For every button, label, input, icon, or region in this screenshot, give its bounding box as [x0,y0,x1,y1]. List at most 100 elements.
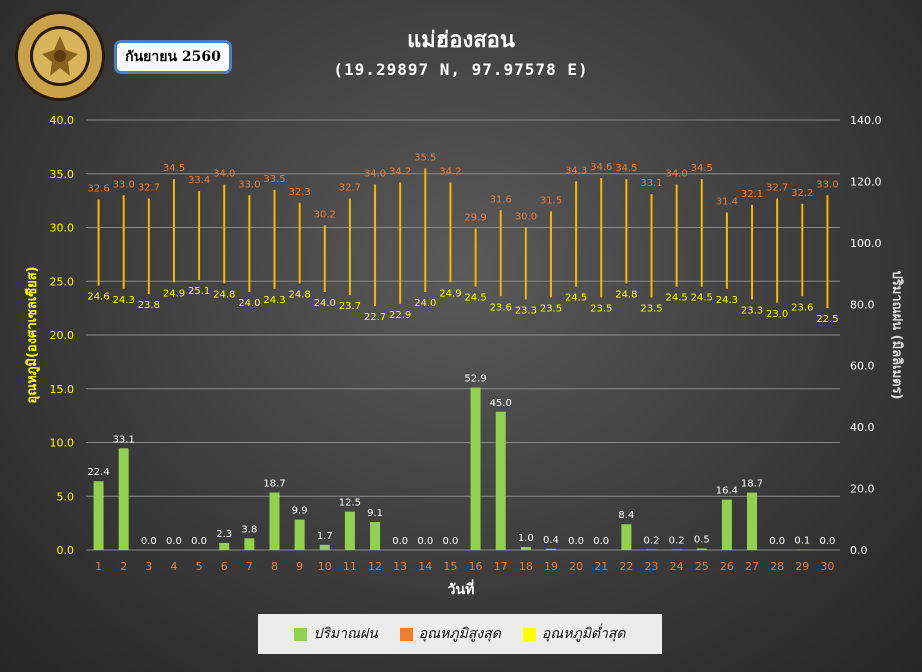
rainfall-data-label: 18.7 [741,479,763,490]
rainfall-bar [696,548,707,550]
min-temp-data-label: 23.5 [540,303,562,314]
max-temp-data-label: 32.3 [289,187,311,198]
min-temp-data-label: 24.3 [716,295,738,306]
y-left-tick-label: 30.0 [50,222,75,235]
x-tick-label: 29 [795,560,809,573]
max-temp-data-label: 34.6 [590,162,612,173]
min-temp-data-label: 25.1 [188,286,210,297]
rainfall-bar [244,538,255,550]
min-temp-data-label: 24.3 [113,295,135,306]
rainfall-data-label: 0.0 [166,536,182,547]
rainfall-data-label: 0.0 [593,536,609,547]
legend-swatch-max-temp [399,627,413,641]
x-tick-label: 15 [443,560,457,573]
rainfall-data-label: 0.1 [794,536,810,547]
max-temp-data-label: 32.7 [339,182,361,193]
x-tick-label: 8 [271,560,278,573]
min-temp-data-label: 23.7 [339,301,361,312]
max-temp-data-label: 34.5 [691,163,713,174]
max-temp-data-label: 30.0 [515,212,537,223]
x-tick-label: 1 [95,560,102,573]
rainfall-data-label: 0.2 [669,535,685,546]
rainfall-data-label: 52.9 [464,374,486,385]
legend-label-min-temp: อุณหภูมิต่ำสุด [541,626,626,642]
x-tick-label: 20 [569,560,583,573]
rainfall-data-label: 33.1 [113,434,135,445]
rainfall-bar [219,542,230,550]
rainfall-data-label: 8.4 [618,510,634,521]
rainfall-data-label: 0.0 [442,536,458,547]
min-temp-data-label: 24.8 [289,289,311,300]
max-temp-data-label: 34.0 [213,169,235,180]
y-right-axis-title: ปริมาณฝน (มิลลิเมตร) [889,270,904,399]
min-temp-data-label: 23.3 [741,306,763,317]
x-tick-label: 10 [318,560,332,573]
rainfall-data-label: 16.4 [716,486,738,497]
y-left-tick-label: 0.0 [57,544,75,557]
x-tick-label: 21 [594,560,608,573]
y-left-tick-label: 35.0 [50,168,75,181]
min-temp-data-label: 24.5 [691,293,713,304]
legend-swatch-rainfall [294,627,308,641]
max-temp-data-label: 34.3 [565,165,587,176]
max-temp-data-label: 31.5 [540,195,562,206]
legend-item-max-temp: อุณหภูมิสูงสุด [399,623,501,645]
rainfall-bar [93,481,104,550]
legend-label-max-temp: อุณหภูมิสูงสุด [418,626,501,642]
max-temp-data-label: 29.9 [464,213,486,224]
min-temp-data-label: 22.5 [816,314,838,325]
min-temp-data-label: 24.5 [666,293,688,304]
rainfall-data-label: 0.0 [141,536,157,547]
rainfall-data-label: 2.3 [216,529,232,540]
y-right-tick-label: 120.0 [850,175,882,188]
x-tick-label: 16 [469,560,483,573]
y-right-tick-label: 140.0 [850,114,882,127]
rainfall-data-label: 9.9 [292,506,308,517]
min-temp-data-label: 24.3 [263,295,285,306]
y-left-tick-label: 10.0 [50,437,75,450]
rainfall-data-label: 0.2 [644,535,660,546]
x-tick-label: 28 [770,560,784,573]
rainfall-data-label: 0.0 [819,536,835,547]
min-temp-data-label: 24.8 [213,289,235,300]
max-temp-data-label: 33.0 [113,179,135,190]
x-tick-label: 7 [246,560,253,573]
min-temp-data-label: 23.5 [590,303,612,314]
rainfall-bar [269,492,280,550]
x-axis-title: วันที่ [448,579,475,598]
min-temp-data-label: 24.5 [565,293,587,304]
min-temp-data-label: 24.0 [238,298,260,309]
x-tick-label: 12 [368,560,382,573]
rainfall-bar [344,511,355,550]
rainfall-bar [470,387,481,550]
min-temp-data-label: 23.5 [640,303,662,314]
max-temp-data-label: 33.5 [263,174,285,185]
max-temp-data-label: 32.7 [138,182,160,193]
rainfall-data-label: 18.7 [263,479,285,490]
y-right-tick-label: 100.0 [850,237,882,250]
x-tick-label: 30 [820,560,834,573]
legend: ปริมาณฝน อุณหภูมิสูงสุด อุณหภูมิต่ำสุด [258,614,662,654]
legend-swatch-min-temp [522,627,536,641]
min-temp-data-label: 23.6 [791,302,813,313]
rainfall-data-label: 0.0 [191,536,207,547]
rainfall-bar [294,519,305,550]
rainfall-data-label: 9.1 [367,508,383,519]
y-right-tick-label: 0.0 [850,544,868,557]
rainfall-bar [370,522,381,550]
min-temp-data-label: 23.6 [490,302,512,313]
y-left-tick-label: 20.0 [50,329,75,342]
max-temp-data-label: 33.4 [188,175,210,186]
min-temp-data-label: 22.9 [389,310,411,321]
rainfall-bar [747,492,758,550]
min-temp-data-label: 23.8 [138,300,160,311]
legend-item-min-temp: อุณหภูมิต่ำสุด [522,623,626,645]
x-tick-label: 22 [619,560,633,573]
x-tick-label: 13 [393,560,407,573]
rainfall-bar [621,524,632,550]
min-temp-data-label: 24.6 [87,292,109,303]
rainfall-data-label: 12.5 [339,498,361,509]
x-tick-label: 9 [296,560,303,573]
meteorological-department-seal [15,11,105,101]
